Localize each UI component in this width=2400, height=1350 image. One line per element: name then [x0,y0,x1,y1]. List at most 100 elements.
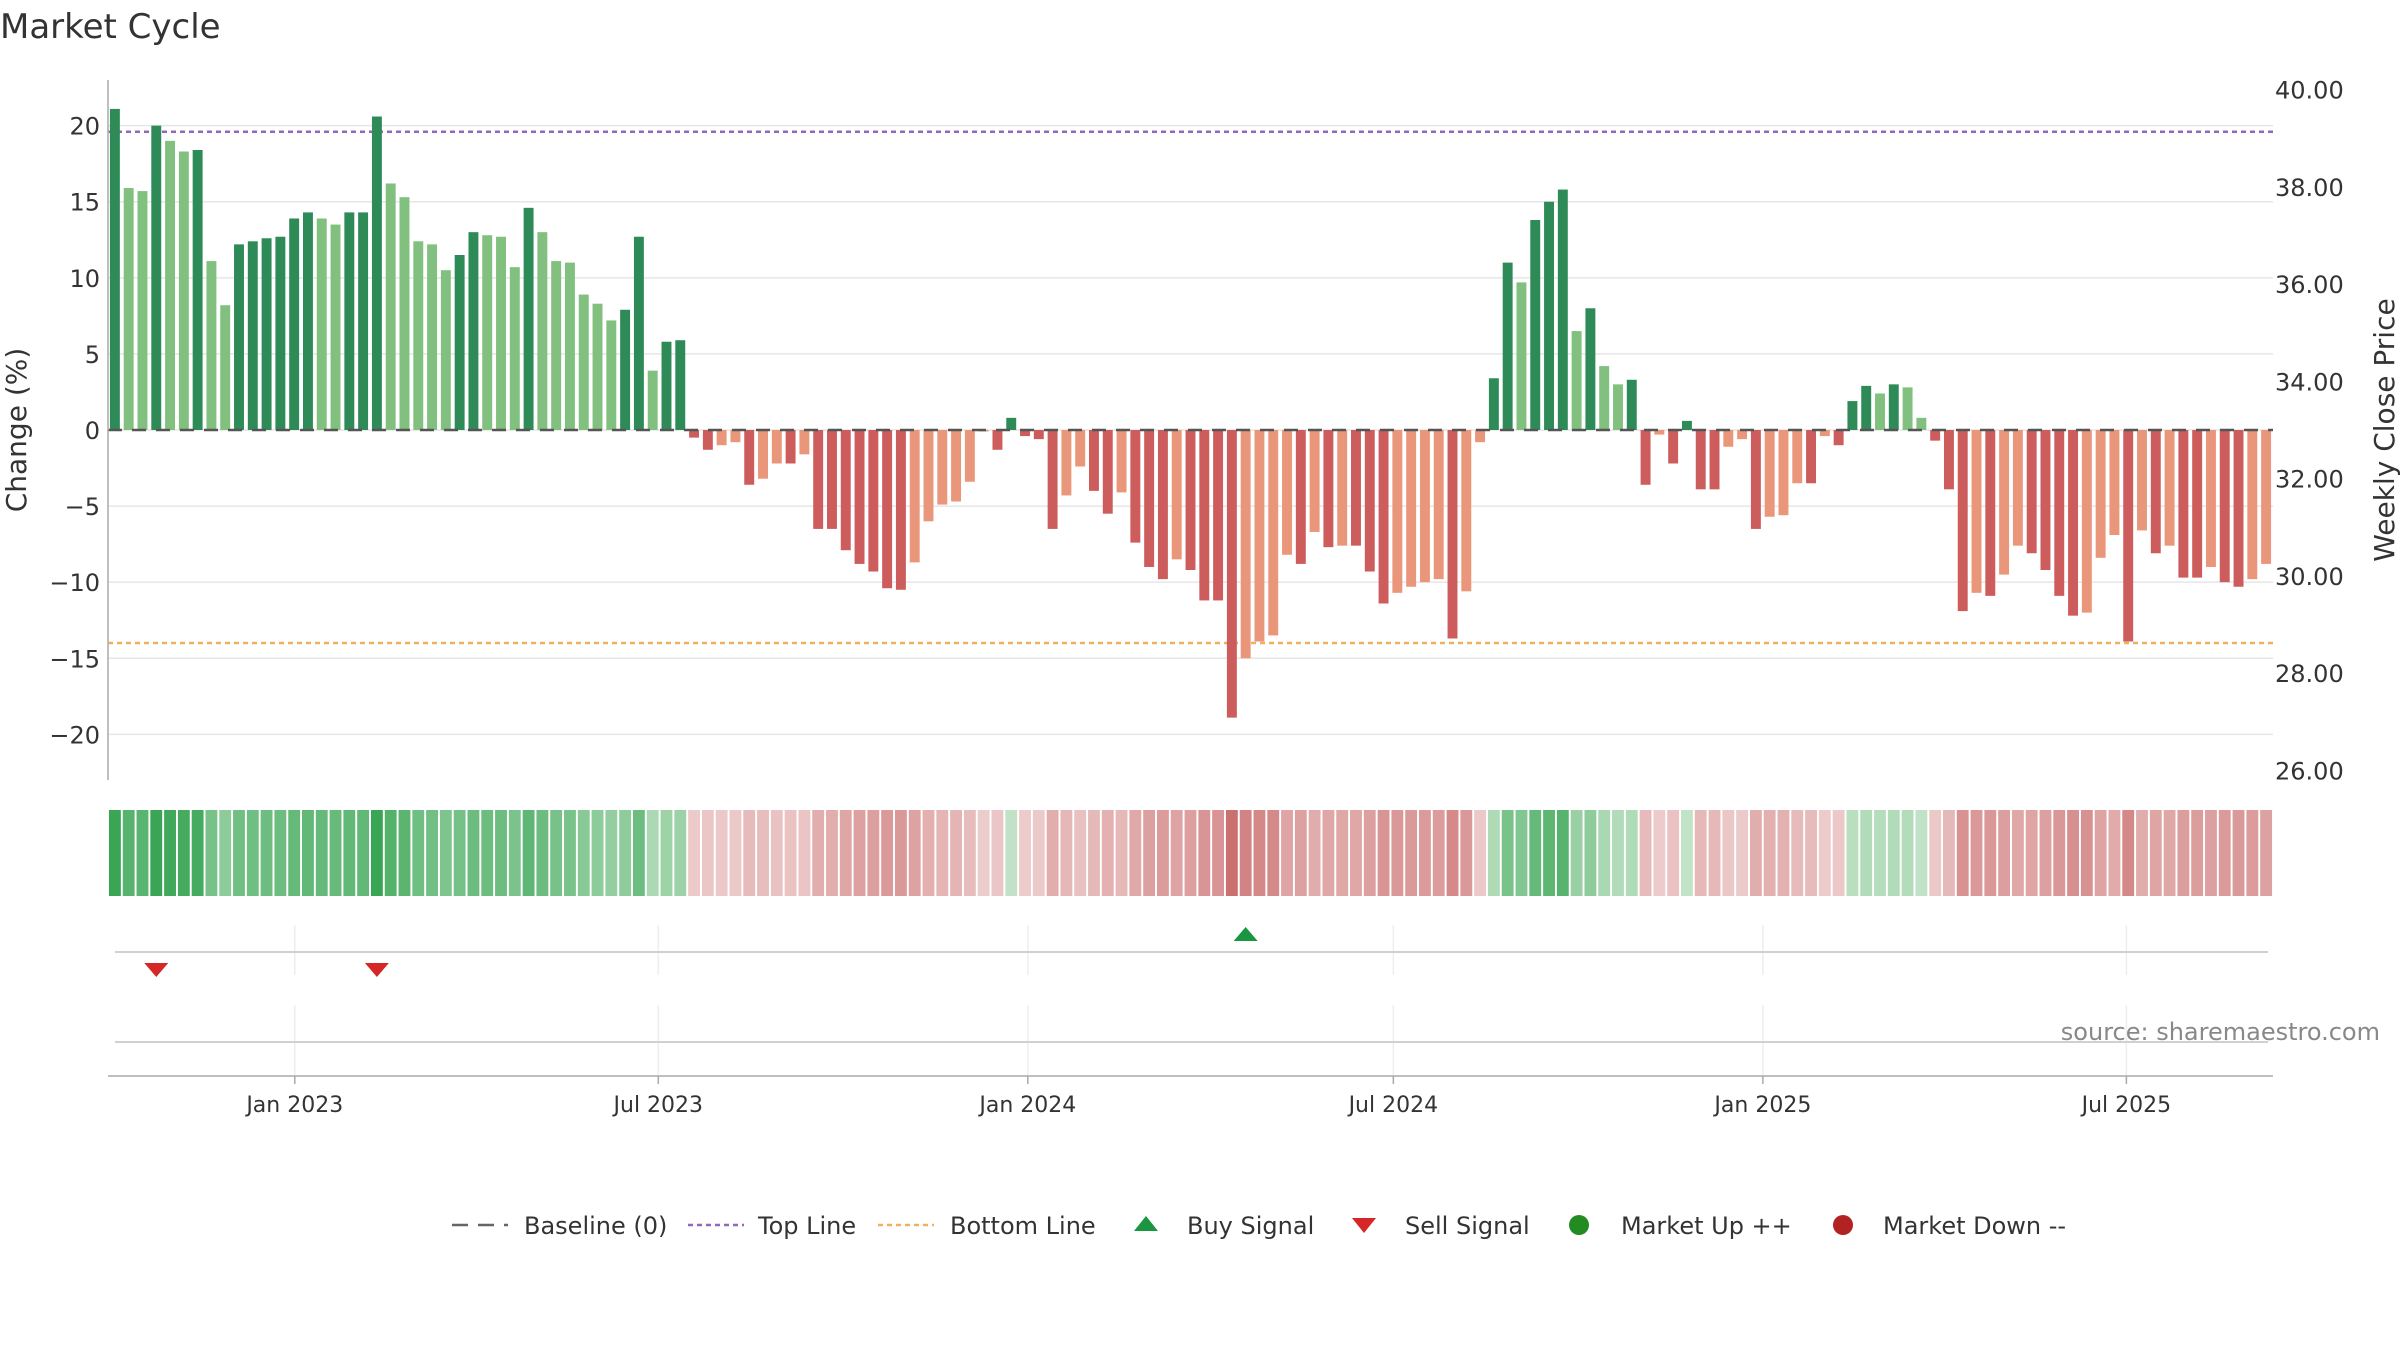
heat-cell [1777,810,1790,896]
heat-cell [1156,810,1169,896]
y2-tick-label: 40.00 [2275,77,2344,105]
bar [427,244,438,430]
bar [1695,430,1706,490]
bar [1199,430,1210,601]
heat-cell [164,810,176,896]
heat-cell [1170,810,1183,896]
bar [827,430,837,529]
bar [2095,430,2106,558]
bar [1171,430,1182,560]
bar [1130,430,1141,543]
bar [151,125,162,431]
heat-cell [1129,810,1142,896]
bar [468,232,479,430]
bar [371,116,382,431]
bar [2054,430,2065,596]
heat-cell [591,810,604,896]
heat-cell [315,810,328,896]
heat-cell [2094,810,2107,896]
bar [661,341,672,430]
bar [123,188,134,430]
bar [275,236,286,430]
bar [785,430,796,464]
reference-lines [108,130,2273,645]
heat-cell [1818,810,1831,896]
heat-cell [743,810,756,896]
chart-title: Market Cycle [0,7,221,47]
heat-cell [1143,810,1156,896]
bar [937,430,948,505]
legend-sell-signal-swatch [1352,1218,1376,1233]
heat-cell [1239,810,1252,896]
heat-cell [2136,810,2148,896]
bar [647,370,658,430]
bar [137,191,148,430]
heat-cell [1046,810,1059,896]
bar [1516,282,1527,430]
bar [1295,430,1306,564]
heat-cell [2232,810,2245,896]
heat-cell [1005,810,1018,896]
bar [2205,430,2216,567]
x-tick-label: Jan 2024 [977,1093,1076,1118]
bar [730,430,741,443]
heat-cell [1515,810,1528,896]
heat-cell [1019,810,1031,896]
heat-cell [2177,810,2190,896]
y-tick-label: 5 [85,341,100,369]
bar [1185,430,1196,570]
bar [1957,430,1968,612]
heat-cell [536,810,549,896]
bar [909,430,920,563]
y2-tick-label: 34.00 [2275,368,2344,396]
bar [1461,430,1472,592]
heat-cell [177,810,190,896]
bar [247,241,258,430]
bar [1723,430,1734,447]
heat-cell [219,810,232,896]
heat-cell [1929,810,1942,896]
bar [1502,262,1513,430]
heat-cell [1874,810,1886,896]
bar [1033,430,1044,440]
bar [633,236,644,430]
heat-cell [1570,810,1583,896]
heat-cell [963,810,976,896]
bar [1916,417,1927,430]
bar [1930,430,1941,441]
bar [2192,430,2203,578]
heat-cell [1363,810,1376,896]
legend-market-up-swatch [1569,1215,1589,1235]
heat-cell [108,810,121,896]
bar [992,430,1003,450]
bar [440,270,451,430]
bar [1530,220,1541,430]
heat-cell [122,810,135,896]
heat-cell [1984,810,1997,896]
heat-cell [2260,810,2273,896]
bar [1999,430,2010,575]
heat-cell [881,810,894,896]
bar [1433,430,1444,580]
bar [2150,430,2161,554]
x-tick-label: Jul 2024 [1347,1093,1439,1118]
heat-cell [894,810,907,896]
bar [1364,430,1375,572]
y-axis-ticks: 20 15 10 5 0 −5 −10 −15 −20 [49,113,100,750]
bar [178,151,189,430]
bar [758,430,768,479]
heat-cell [495,810,507,896]
heat-cell [1956,810,1969,896]
bar [1006,417,1017,430]
bar [2261,430,2272,564]
y-tick-label: 15 [69,189,100,217]
bar [1819,430,1830,437]
legend-label: Market Down -- [1883,1212,2066,1240]
bar [1750,430,1761,529]
heat-cell [1791,810,1804,896]
legend-label: Bottom Line [950,1212,1096,1240]
bar [551,261,562,430]
y-tick-label: 20 [69,113,100,141]
heat-cell [1901,810,1914,896]
heat-cell [770,810,783,896]
